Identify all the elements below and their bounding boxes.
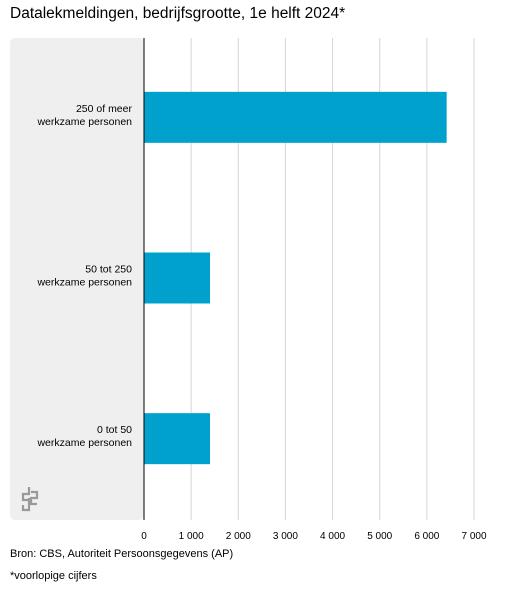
x-tick-labels: 0 1 000 2 000 3 000 4 000 5 000 6 000 7 000: [141, 531, 487, 542]
x-tick-label: 6 000: [414, 531, 439, 542]
category-label: 50 tot 250 werkzame personen: [36, 264, 132, 289]
category-labels: 250 of meer werkzame personen 50 tot 250 we…: [36, 103, 132, 449]
bar: [144, 252, 210, 304]
x-tick-label: 0: [141, 531, 147, 542]
x-tick-label: 3 000: [273, 531, 298, 542]
category-label: 250 of meer werkzame personen: [36, 103, 132, 128]
source-note: Bron: CBS, Autoriteit Persoonsgegevens (…: [10, 548, 234, 560]
cbs-logo-icon: [21, 487, 39, 512]
bar: [144, 413, 210, 465]
x-tick-label: 7 000: [461, 531, 486, 542]
bar: [144, 91, 447, 143]
x-tick-label: 4 000: [320, 531, 345, 542]
footnote: *voorlopige cijfers: [10, 570, 97, 582]
category-label: 0 tot 50 werkzame personen: [36, 424, 132, 449]
x-tick-label: 5 000: [367, 531, 392, 542]
bars: [144, 91, 447, 465]
chart-title: Datalekmeldingen, bedrijfsgrootte, 1e he…: [10, 5, 346, 22]
category-panel: [10, 38, 144, 520]
x-tick-label: 1 000: [179, 531, 204, 542]
x-tick-label: 2 000: [226, 531, 251, 542]
